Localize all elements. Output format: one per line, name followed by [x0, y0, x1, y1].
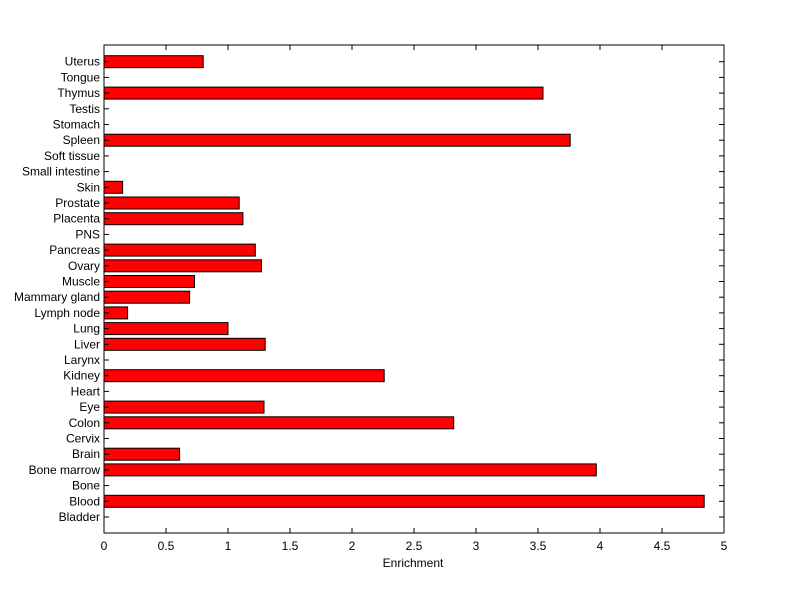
- x-axis-label: Enrichment: [383, 556, 444, 570]
- y-tick-label-prostate: Prostate: [55, 196, 100, 210]
- y-tick-label-pns: PNS: [75, 227, 100, 241]
- x-tick-label: 1: [225, 539, 232, 553]
- x-tick-label: 3: [473, 539, 480, 553]
- y-tick-label-lung: Lung: [73, 322, 100, 336]
- y-tick-label-eye: Eye: [79, 400, 100, 414]
- x-tick-label: 2.5: [406, 539, 423, 553]
- y-tick-label-bladder: Bladder: [59, 510, 100, 524]
- bar-blood: [103, 494, 705, 508]
- bar-pancreas: [103, 243, 256, 257]
- y-tick-label-small-intestine: Small intestine: [22, 165, 100, 179]
- y-tick-label-uterus: Uterus: [65, 55, 100, 69]
- y-tick-label-heart: Heart: [71, 384, 101, 398]
- x-tick-label: 4: [597, 539, 604, 553]
- y-tick-label-muscle: Muscle: [62, 275, 100, 289]
- x-tick-label: 0.5: [158, 539, 175, 553]
- y-tick-label-ovary: Ovary: [68, 259, 100, 273]
- y-tick-label-bone-marrow: Bone marrow: [29, 463, 101, 477]
- bar-spleen: [103, 133, 571, 147]
- y-tick-label-blood: Blood: [69, 494, 100, 508]
- y-tick-label-testis: Testis: [69, 102, 100, 116]
- y-tick-label-larynx: Larynx: [64, 353, 100, 367]
- bar-ovary: [103, 259, 262, 273]
- y-tick-label-thymus: Thymus: [57, 86, 100, 100]
- bar-liver: [103, 337, 266, 351]
- bar-kidney: [103, 369, 385, 383]
- plot-area: [104, 45, 724, 533]
- bar-lung: [103, 322, 229, 336]
- y-tick-label-colon: Colon: [69, 416, 100, 430]
- bar-bone-marrow: [103, 463, 597, 477]
- x-tick-label: 5: [721, 539, 728, 553]
- bar-thymus: [103, 86, 544, 100]
- y-tick-label-spleen: Spleen: [63, 133, 100, 147]
- x-axis-ticks: 0 0.5 1 1.5 2 2.5 3 3.5 4 4.5 5: [101, 45, 728, 553]
- y-tick-label-brain: Brain: [72, 447, 100, 461]
- y-tick-label-mammary-gland: Mammary gland: [14, 290, 100, 304]
- x-tick-label: 1.5: [282, 539, 299, 553]
- bar-brain: [103, 447, 181, 461]
- bar-muscle: [103, 275, 195, 288]
- x-tick-label: 0: [101, 539, 108, 553]
- y-tick-label-bone: Bone: [72, 479, 100, 493]
- y-tick-label-tongue: Tongue: [61, 70, 101, 84]
- bar-placenta: [103, 212, 244, 226]
- bar-prostate: [103, 196, 240, 210]
- x-tick-label: 2: [349, 539, 356, 553]
- bar-colon: [103, 416, 455, 430]
- y-tick-label-lymph-node: Lymph node: [34, 306, 100, 320]
- y-tick-label-cervix: Cervix: [66, 432, 100, 446]
- x-tick-label: 3.5: [530, 539, 547, 553]
- y-tick-label-liver: Liver: [74, 337, 100, 351]
- y-tick-label-pancreas: Pancreas: [49, 243, 100, 257]
- x-tick-label: 4.5: [654, 539, 671, 553]
- y-tick-label-stomach: Stomach: [53, 118, 100, 132]
- y-tick-label-skin: Skin: [77, 180, 100, 194]
- y-tick-label-kidney: Kidney: [63, 369, 100, 383]
- bar-mammary-gland: [103, 290, 191, 304]
- bar-eye: [103, 400, 265, 414]
- y-tick-label-placenta: Placenta: [53, 212, 100, 226]
- bar-uterus: [103, 55, 204, 69]
- y-tick-label-soft-tissue: Soft tissue: [44, 149, 100, 163]
